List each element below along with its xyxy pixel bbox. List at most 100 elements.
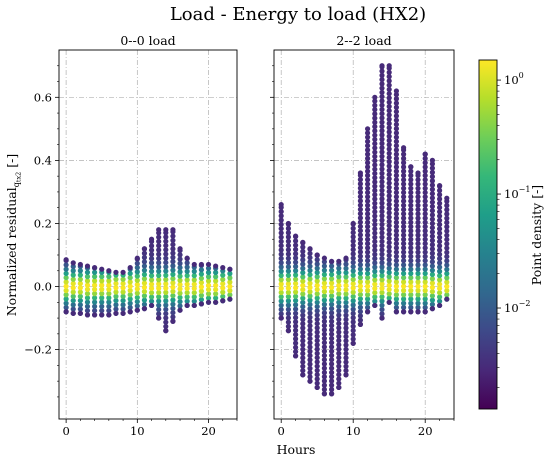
scatter-point: [437, 243, 443, 249]
scatter-point: [278, 315, 284, 321]
scatter-point: [365, 245, 371, 251]
scatter-point: [372, 226, 378, 232]
scatter-point: [127, 275, 133, 281]
scatter-point: [357, 189, 363, 195]
scatter-point: [343, 287, 349, 293]
scatter-point: [365, 147, 371, 153]
scatter-point: [300, 291, 306, 297]
scatter-point: [386, 295, 392, 301]
scatter-point: [113, 297, 119, 304]
scatter-point: [379, 230, 385, 236]
scatter-point: [92, 286, 98, 292]
scatter-point: [393, 253, 399, 260]
scatter-point: [307, 263, 313, 269]
scatter-point: [379, 247, 385, 253]
scatter-point: [379, 136, 385, 142]
scatter-point: [148, 277, 155, 283]
scatter-point: [444, 271, 450, 277]
scatter-point: [422, 194, 428, 200]
scatter-point: [393, 147, 399, 153]
scatter-point: [307, 255, 313, 261]
scatter-point: [77, 276, 83, 282]
scatter-point: [343, 338, 349, 344]
scatter-point: [350, 276, 356, 283]
scatter-point: [379, 260, 385, 266]
scatter-point: [321, 327, 327, 333]
scatter-point: [357, 266, 363, 272]
scatter-point: [379, 277, 385, 283]
scatter-point: [321, 259, 327, 265]
scatter-point: [379, 302, 385, 308]
scatter-point: [63, 275, 69, 281]
scatter-point: [99, 295, 105, 301]
scatter-point: [372, 256, 378, 262]
scatter-point: [227, 271, 233, 277]
scatter-point: [422, 202, 428, 208]
scatter-point: [285, 247, 291, 253]
axes-frame-left: [58, 49, 238, 420]
scatter-point: [372, 238, 378, 245]
scatter-point: [321, 335, 327, 342]
scatter-point: [357, 219, 363, 225]
scatter-point: [372, 187, 378, 194]
scatter-point: [401, 253, 407, 260]
scatter-point: [213, 263, 219, 269]
scatter-point: [170, 314, 176, 320]
scatter-point: [156, 255, 162, 262]
scatter-point: [106, 278, 112, 284]
scatter-point: [415, 309, 421, 315]
scatter-point: [393, 206, 399, 213]
scatter-point: [379, 217, 385, 223]
scatter-point: [285, 251, 291, 257]
scatter-point: [437, 200, 443, 206]
scatter-point: [365, 258, 371, 264]
scatter-point: [343, 372, 349, 378]
scatter-point: [372, 124, 378, 130]
scatter-point: [191, 298, 197, 304]
scatter-point: [386, 223, 392, 229]
colorbar-tick-exponent: −2: [519, 299, 531, 308]
scatter-point: [372, 213, 378, 219]
scatter-point: [429, 306, 435, 312]
scatter-point: [437, 260, 443, 266]
scatter-point: [278, 285, 284, 291]
scatter-point: [314, 274, 320, 280]
scatter-point: [336, 308, 342, 314]
scatter-point: [415, 228, 421, 234]
scatter-point: [415, 300, 421, 306]
scatter-point: [379, 153, 385, 159]
scatter-point: [307, 357, 313, 363]
scatter-point: [141, 276, 148, 282]
scatter-point: [293, 276, 299, 282]
scatter-point: [379, 306, 385, 313]
scatter-point: [314, 333, 320, 339]
scatter-point: [163, 281, 169, 287]
scatter-point: [329, 267, 335, 273]
scatter-point: [343, 299, 349, 306]
scatter-point: [393, 300, 399, 306]
scatter-point: [386, 214, 392, 220]
scatter-point: [314, 269, 320, 276]
scatter-point: [386, 129, 392, 135]
scatter-point: [300, 312, 306, 318]
scatter-point: [307, 348, 313, 354]
scatter-point: [429, 174, 435, 180]
scatter-point: [205, 286, 212, 293]
scatter-point: [393, 155, 399, 162]
scatter-point: [422, 296, 428, 302]
scatter-point: [372, 302, 378, 309]
scatter-point: [365, 224, 371, 230]
scatter-point: [429, 233, 435, 239]
scatter-point: [191, 261, 197, 268]
scatter-point: [379, 234, 385, 240]
scatter-point: [336, 342, 342, 348]
scatter-point: [163, 277, 169, 283]
scatter-point: [134, 307, 140, 313]
scatter-point: [307, 276, 313, 282]
scatter-point: [321, 386, 327, 393]
scatter-point: [343, 321, 349, 327]
scatter-point: [63, 296, 69, 302]
scatter-point: [401, 198, 407, 204]
scatter-point: [285, 302, 291, 308]
scatter-point: [191, 302, 197, 309]
